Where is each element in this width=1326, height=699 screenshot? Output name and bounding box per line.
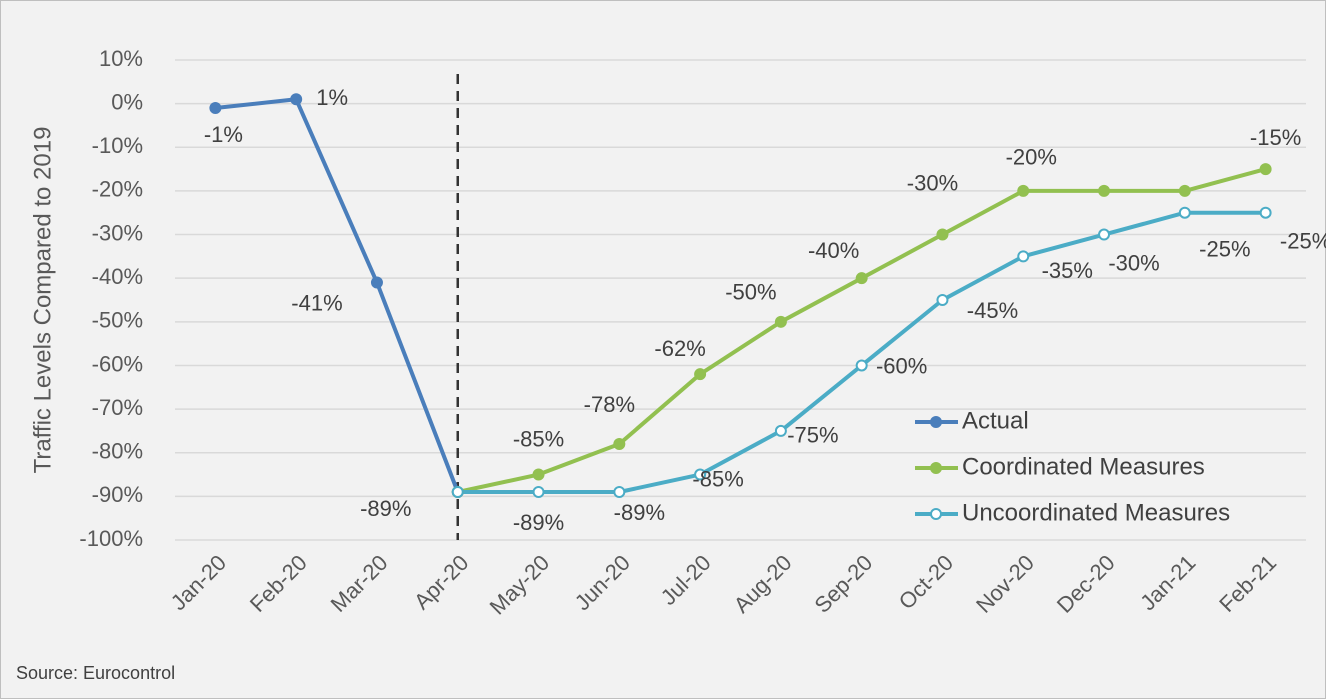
legend-label: Actual (962, 407, 1029, 434)
data-point (936, 228, 949, 241)
data-point (1098, 228, 1111, 241)
y-tick-label: 0% (111, 89, 143, 114)
data-label: -89% (513, 510, 564, 535)
y-tick-label: -60% (92, 351, 143, 376)
legend-marker (930, 508, 942, 520)
data-label: -89% (614, 500, 665, 525)
y-tick-label: -20% (92, 177, 143, 202)
data-label: -78% (584, 392, 635, 417)
y-tick-label: -70% (92, 395, 143, 420)
legend-marker (930, 462, 942, 474)
data-point (1017, 184, 1030, 197)
y-tick-label: -30% (92, 220, 143, 245)
data-point (451, 486, 464, 498)
data-point (370, 276, 383, 289)
data-label: -50% (725, 280, 776, 305)
legend-marker (930, 416, 942, 428)
data-point (1017, 250, 1030, 263)
data-label: -60% (876, 353, 927, 378)
data-point (774, 315, 787, 328)
y-tick-label: -90% (92, 482, 143, 507)
source-note: Source: Eurocontrol (16, 663, 175, 683)
data-point (532, 468, 545, 481)
y-tick-label: 10% (99, 46, 143, 71)
data-point (1259, 163, 1272, 176)
data-label: -35% (1042, 258, 1093, 283)
y-tick-label: -100% (79, 526, 143, 551)
data-point (1259, 206, 1272, 219)
data-point (694, 468, 707, 481)
data-label: -85% (513, 426, 564, 451)
data-point (532, 486, 545, 498)
data-label: 1% (316, 85, 348, 110)
data-point (936, 294, 949, 306)
data-point (855, 359, 868, 372)
data-point (209, 102, 222, 114)
data-label: -89% (360, 496, 411, 521)
legend-label: Coordinated Measures (962, 453, 1205, 480)
data-label: -30% (907, 170, 958, 195)
y-tick-label: -50% (92, 308, 143, 333)
data-label: -15% (1250, 125, 1301, 150)
y-tick-label: -80% (92, 439, 143, 464)
data-label: -30% (1108, 250, 1159, 275)
data-label: -75% (787, 423, 838, 448)
data-label: -25% (1199, 237, 1250, 262)
y-tick-label: -10% (92, 133, 143, 158)
y-axis-title: Traffic Levels Compared to 2019 (29, 127, 56, 474)
data-label: -45% (967, 298, 1018, 323)
data-point (855, 272, 868, 285)
data-point (613, 486, 626, 498)
data-point (774, 424, 787, 437)
data-label: -85% (692, 466, 743, 491)
y-tick-label: -40% (92, 264, 143, 289)
data-label: -62% (654, 336, 705, 361)
data-point (1098, 184, 1111, 197)
data-label: -1% (204, 122, 243, 147)
data-point (1178, 184, 1191, 197)
legend-label: Uncoordinated Measures (962, 499, 1230, 526)
data-label: -40% (808, 238, 859, 263)
data-point (290, 93, 303, 106)
data-point (1178, 206, 1191, 219)
data-point (613, 438, 626, 450)
series-line (215, 97, 460, 493)
data-label: -41% (291, 290, 342, 315)
data-point (694, 368, 707, 381)
data-label: -20% (1006, 145, 1057, 170)
data-label: -25% (1280, 229, 1326, 254)
